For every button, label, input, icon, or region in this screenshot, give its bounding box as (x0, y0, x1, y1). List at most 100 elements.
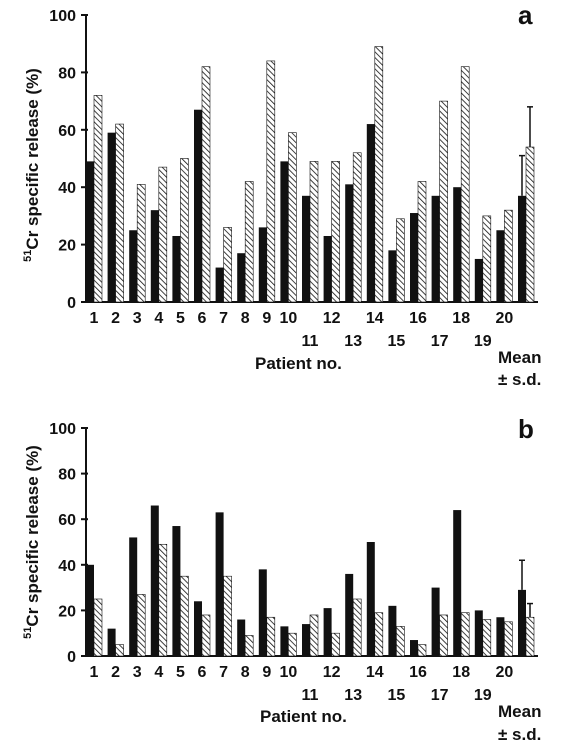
x-tick-label: 9 (262, 310, 271, 327)
y-tick-label: 80 (58, 65, 76, 82)
x-tick-label: 1 (90, 664, 99, 681)
bar-hatched-16 (417, 644, 427, 657)
bar-solid-18 (453, 510, 462, 656)
x-tick-label: 17 (431, 687, 449, 704)
x-tick-label: 17 (431, 333, 449, 350)
panel-b-mean-label: Mean (498, 702, 541, 721)
bar-solid-11 (302, 195, 310, 302)
bar-hatched-4 (158, 543, 168, 657)
x-tick-label: 14 (366, 310, 384, 327)
bar-hatched-19 (482, 619, 492, 657)
bar-hatched-19 (482, 215, 492, 303)
bar-hatched-9 (266, 60, 276, 303)
bar-hatched-7 (223, 227, 232, 303)
bar-solid-16 (410, 640, 418, 656)
x-tick-label: 11 (302, 333, 319, 350)
bar-solid-7 (215, 512, 224, 656)
x-tick-label: 18 (452, 664, 470, 681)
bar-solid-10 (280, 626, 289, 656)
bar-hatched-16 (417, 181, 427, 303)
bar-solid-4 (150, 210, 159, 302)
bar-solid-2 (107, 628, 116, 656)
x-tick-label: 19 (474, 333, 492, 350)
bar-hatched-Mean (525, 146, 535, 303)
x-tick-label: 13 (344, 687, 362, 704)
x-tick-label: 6 (198, 664, 207, 681)
x-tick-label: 19 (474, 687, 492, 704)
bar-hatched-Mean (525, 616, 535, 657)
bar-hatched-10 (288, 132, 297, 303)
bar-solid-4 (150, 505, 159, 656)
bar-solid-2 (107, 132, 116, 302)
bar-hatched-12 (331, 161, 340, 303)
x-tick-label: 2 (111, 310, 120, 327)
bar-solid-20 (496, 617, 505, 656)
bar-hatched-3 (136, 594, 146, 657)
bar-solid-15 (388, 250, 397, 302)
bar-solid-14 (366, 124, 375, 302)
x-tick-label: 10 (280, 310, 298, 327)
bar-hatched-8 (244, 635, 254, 657)
x-tick-label: 2 (111, 664, 120, 681)
y-tick-label: 20 (58, 238, 76, 255)
bar-hatched-18 (460, 66, 470, 303)
bar-solid-12 (323, 235, 332, 302)
bar-hatched-2 (115, 644, 124, 657)
x-tick-label: 10 (280, 664, 298, 681)
bar-solid-8 (237, 619, 246, 656)
bar-solid-13 (345, 573, 354, 656)
bar-solid-9 (258, 227, 267, 302)
x-tick-label: 11 (302, 687, 319, 704)
bar-solid-6 (194, 109, 202, 303)
panel-a: a 51Cr specific release (%) 020406080100… (22, 0, 541, 389)
bar-hatched-6 (201, 66, 211, 303)
y-tick-label: 100 (49, 8, 76, 25)
panel-b-y-axis-label: 51Cr specific release (%) (22, 445, 42, 639)
x-tick-label: 5 (176, 310, 185, 327)
panel-b: b 51Cr specific release (%) 020406080100… (22, 414, 541, 744)
bar-solid-12 (323, 608, 332, 656)
bar-solid-3 (129, 537, 138, 656)
y-tick-label: 100 (49, 421, 76, 438)
y-tick-label: 20 (58, 603, 76, 620)
bar-hatched-20 (504, 209, 513, 303)
x-tick-label: 20 (496, 310, 514, 327)
bar-solid-5 (172, 235, 181, 302)
bar-solid-Mean (518, 589, 526, 656)
bar-solid-6 (194, 601, 202, 656)
bar-solid-5 (172, 526, 181, 656)
x-tick-label: 12 (323, 664, 341, 681)
bar-hatched-13 (352, 598, 362, 657)
bar-hatched-8 (244, 181, 254, 303)
bar-solid-18 (453, 187, 462, 302)
bar-hatched-20 (504, 621, 513, 657)
bar-solid-14 (366, 542, 375, 656)
bar-hatched-3 (136, 184, 146, 303)
panel-a-x-axis-label: Patient no. (255, 354, 342, 373)
bar-hatched-14 (374, 612, 384, 657)
bar-hatched-5 (180, 158, 189, 303)
bar-hatched-1 (93, 598, 103, 657)
bar-solid-20 (496, 230, 505, 302)
bar-solid-19 (474, 258, 483, 302)
bar-solid-15 (388, 605, 397, 656)
bar-solid-13 (345, 184, 354, 302)
x-tick-label: 8 (241, 664, 250, 681)
x-tick-label: 4 (154, 664, 163, 681)
bar-solid-1 (86, 161, 94, 302)
bar-hatched-4 (158, 166, 168, 303)
x-tick-label: 1 (90, 310, 99, 327)
bar-hatched-6 (201, 614, 211, 657)
x-tick-label: 9 (262, 664, 271, 681)
panel-a-sd-label: ± s.d. (498, 370, 541, 389)
x-tick-label: 3 (133, 664, 142, 681)
panel-b-letter: b (518, 414, 534, 444)
bar-hatched-9 (266, 616, 276, 657)
bar-solid-8 (237, 253, 246, 302)
x-tick-label: 5 (176, 664, 185, 681)
bar-solid-9 (258, 569, 267, 656)
x-tick-label: 16 (409, 664, 427, 681)
bar-hatched-12 (331, 632, 340, 657)
